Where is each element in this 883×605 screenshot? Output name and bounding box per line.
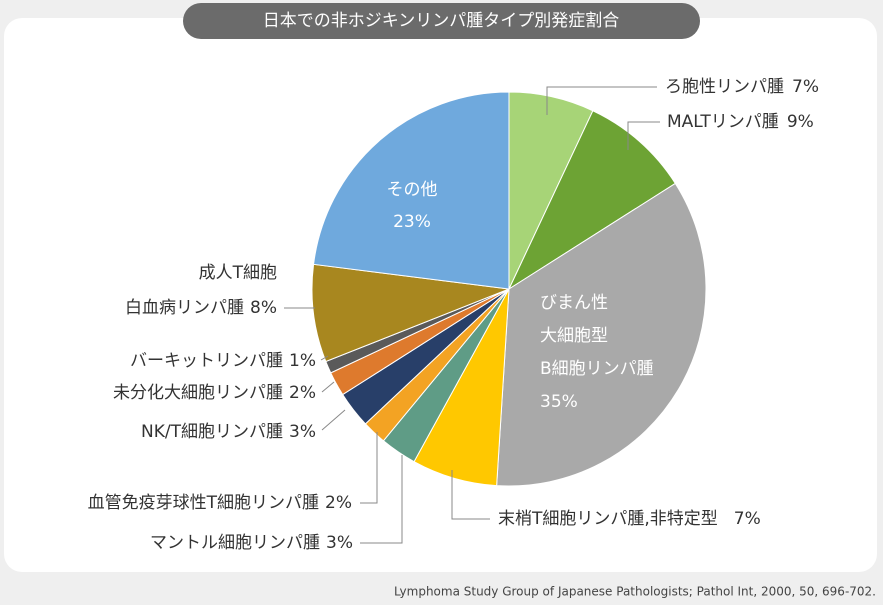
value-label: 7% (734, 509, 761, 529)
slice-label: MALTリンパ腫 (667, 112, 779, 132)
title-pill (183, 3, 700, 39)
slice-label: 血管免疫芽球性T細胞リンパ腫 (88, 493, 319, 513)
leader-line (320, 355, 329, 361)
slice-label: 未分化大細胞リンパ腫 (113, 383, 283, 403)
value-label: 35% (540, 392, 578, 412)
value-label: 2% (289, 383, 316, 403)
slice-label: その他 (387, 180, 438, 200)
leader-line (546, 86, 657, 115)
pie-slice (496, 182, 707, 487)
value-label: 8% (250, 298, 277, 318)
pie-slice (311, 263, 510, 363)
slice-label: マントル細胞リンパ腫 (150, 533, 320, 553)
pie-slice (312, 91, 510, 290)
slice-label: ろ胞性リンパ腫 (665, 77, 784, 97)
slice-label: 成人T細胞白血病リンパ腫 (125, 263, 277, 318)
value-label: 9% (787, 112, 814, 132)
chart-title: 日本での非ホジキンリンパ腫タイプ別発症割合 (263, 11, 620, 31)
value-label: 3% (326, 533, 353, 553)
slice-label: 末梢T細胞リンパ腫,非特定型 (498, 509, 718, 529)
leader-line (627, 121, 660, 150)
slice-label: NK/T細胞リンパ腫 (141, 422, 283, 442)
leader-line (321, 409, 346, 431)
slice-label: バーキットリンパ腫 (130, 351, 283, 371)
value-label: 2% (325, 493, 352, 513)
leader-line (321, 381, 335, 393)
value-label: 23% (393, 212, 431, 232)
leader-line (451, 470, 490, 520)
value-label: 7% (792, 77, 819, 97)
value-label: 1% (289, 351, 316, 371)
leader-line (360, 455, 403, 544)
value-label: 3% (289, 422, 316, 442)
source: Lymphoma Study Group of Japanese Patholo… (394, 585, 876, 599)
leader-line (360, 432, 378, 504)
slice-label: びまん性大細胞型 B細胞リンパ腫 (540, 293, 654, 379)
pie-slice (507, 110, 677, 291)
